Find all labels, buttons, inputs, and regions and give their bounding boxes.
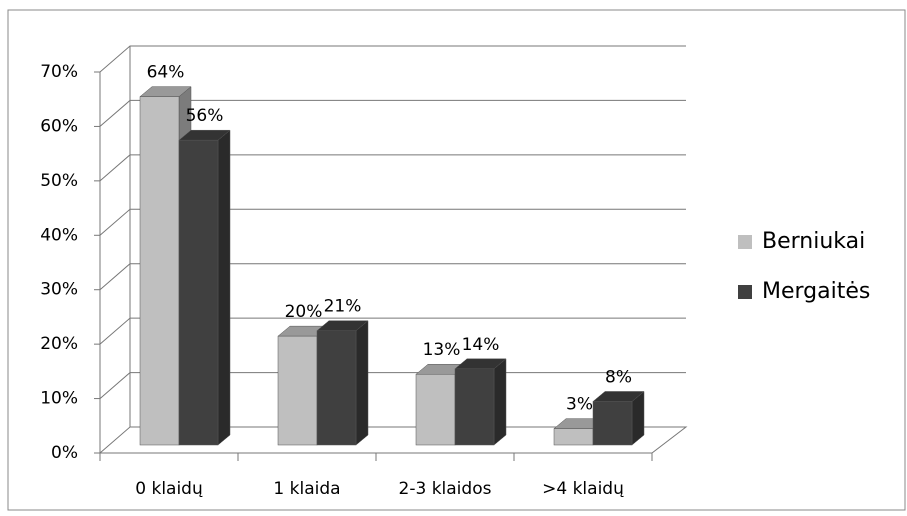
bar — [553, 428, 594, 446]
chart-border — [7, 9, 906, 511]
legend-label: Berniukai — [762, 229, 865, 254]
y-tick-label: 30% — [40, 280, 78, 300]
bar — [454, 368, 495, 446]
x-tick-label: 0 klaidų — [135, 479, 203, 499]
grid-line — [99, 99, 686, 127]
data-label: 64% — [147, 63, 185, 83]
data-label: 13% — [423, 340, 461, 360]
y-tick-label: 50% — [40, 171, 78, 191]
legend-label: Mergaitės — [762, 279, 870, 304]
bar — [592, 401, 633, 446]
legend-swatch — [738, 235, 752, 249]
data-label: 8% — [605, 367, 632, 387]
grid-line — [99, 317, 686, 345]
bar-side — [493, 358, 507, 446]
data-label: 14% — [462, 335, 500, 355]
bar — [316, 330, 357, 446]
y-tick-label: 60% — [40, 116, 78, 136]
y-tick-label: 0% — [51, 443, 78, 463]
data-label: 56% — [186, 106, 224, 126]
legend-swatch — [738, 285, 752, 299]
grid-line — [99, 154, 686, 182]
bar-side — [355, 320, 369, 446]
bar — [277, 335, 318, 446]
x-tick-label: 1 klaida — [273, 479, 340, 499]
grid-line — [99, 263, 686, 291]
data-label: 20% — [285, 302, 323, 322]
bar — [139, 96, 180, 446]
y-tick-label: 20% — [40, 334, 78, 354]
x-tick-label: 2-3 klaidos — [399, 479, 492, 499]
data-label: 21% — [324, 297, 362, 317]
x-tick-label: >4 klaidų — [542, 479, 624, 499]
data-label: 3% — [566, 395, 593, 415]
bar — [415, 373, 456, 446]
bar-side — [217, 129, 231, 446]
y-tick-label: 10% — [40, 389, 78, 409]
y-tick-label: 70% — [40, 62, 78, 82]
grid-line — [99, 208, 686, 236]
grid-line — [99, 45, 686, 73]
y-tick-label: 40% — [40, 225, 78, 245]
bar — [178, 139, 219, 446]
floor — [98, 426, 688, 454]
